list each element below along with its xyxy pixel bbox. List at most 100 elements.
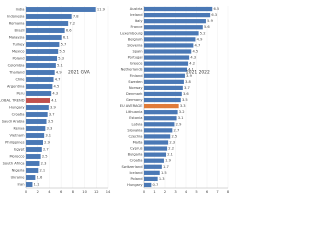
bar [26,154,41,159]
bar [144,182,152,188]
x-tick-label: 3 [174,190,176,194]
value-label: 0.7 [153,183,159,187]
bar [144,37,196,42]
y-tick-label: Norway [129,86,144,90]
y-tick-label: Iceland [129,171,142,175]
y-tick-label: Germany [126,98,143,102]
y-tick-label: Latvia [132,122,143,126]
value-label: 2.1 [167,153,173,157]
bar [144,103,179,109]
y-tick-label: Croatia [12,113,25,117]
value-label: 2.7 [174,128,180,132]
x-tick-label: 0 [25,190,28,194]
value-label: 3.3 [47,127,53,131]
y-tick-label: Peru [16,92,24,96]
value-label: 4.3 [190,56,196,60]
bar [144,140,169,145]
bar [26,14,72,19]
value-label: 11.9 [97,8,106,12]
bar [144,25,203,30]
y-tick-label: Brazil [14,29,24,33]
value-label: 3.9 [50,106,56,110]
bar [144,55,190,60]
y-tick-label: Austria [130,7,143,11]
y-tick-label: Kenya [14,127,25,131]
y-tick-label: Portugal [128,56,143,60]
y-tick-label: Czechia [128,134,142,138]
value-label: 2.7 [43,148,49,152]
bar [26,119,47,124]
value-label: 3.5 [48,120,54,124]
value-label: 4.9 [56,71,62,75]
y-tick-label: Belgium [128,37,143,41]
y-tick-label: Poland [131,177,143,181]
bar [26,161,40,166]
value-label: 2.9 [44,141,50,145]
bar [26,112,48,117]
value-label: 4.1 [188,68,194,72]
y-tick-label: Mexico [12,50,25,54]
annotation: 2021 GVA [68,70,90,76]
x-tick-label: 7 [216,190,218,194]
y-tick-label: Argentina [7,85,25,89]
bar [26,98,51,103]
bar [144,79,184,84]
value-label: 5.9 [207,19,213,23]
y-tick-label: Philippines [5,141,24,145]
y-tick-label: Cyprus [130,147,143,151]
y-tick-label: Switzerland [122,165,143,169]
value-label: 5.6 [204,25,210,29]
x-tick-label: 14 [106,190,111,194]
value-label: 3.8 [185,80,191,84]
bar [26,35,62,40]
x-tick-label: 4 [185,190,188,194]
y-tick-label: Indonesia [7,15,24,19]
bar [26,175,36,180]
y-tick-label: Italy [135,19,144,23]
x-tick-label: 2 [164,190,166,194]
x-tick-label: 10 [82,190,87,194]
y-tick-label: Saudi Arabia [2,120,25,124]
value-label: 3.6 [183,92,189,96]
bar [144,85,183,91]
y-tick-label: Lithuania [126,110,143,114]
value-label: 1.5 [161,171,167,175]
value-label: 6.5 [213,7,219,11]
x-tick-label: 0 [143,190,146,194]
x-tick-label: 12 [94,190,99,194]
bar [26,126,46,131]
x-tick-label: 6 [206,190,209,194]
y-tick-label: Morocco [9,155,24,159]
value-label: 3.7 [49,113,55,117]
value-label: 7.8 [73,15,79,19]
bar [26,49,59,54]
value-label: 2.5 [42,155,48,159]
value-label: 3.3 [180,104,186,108]
y-tick-label: Nigeria [12,169,25,173]
bar [144,176,158,182]
value-label: 2.9 [176,122,182,126]
y-tick-label: Malaysia [9,36,25,40]
x-tick-label: 6 [60,190,63,194]
bar [144,43,194,48]
y-tick-label: Estonia [129,116,142,120]
value-label: 3.7 [184,86,190,90]
bar [26,133,45,138]
y-tick-label: Denmark [126,92,143,96]
bar [26,147,42,152]
y-tick-label: France [131,25,144,29]
bar [144,19,206,24]
value-label: 1.6 [37,176,43,180]
y-tick-label: Poland [13,57,25,61]
value-label: 1.3 [159,177,165,181]
value-label: 2.1 [40,169,46,173]
value-label: 4.5 [54,85,60,89]
value-label: 1.1 [34,183,40,187]
value-label: 7.2 [69,22,75,26]
value-label: 4.7 [55,78,61,82]
y-tick-label: South Africa [3,162,25,166]
value-label: 5.1 [57,64,63,68]
bar [144,158,164,163]
bar [144,170,160,175]
